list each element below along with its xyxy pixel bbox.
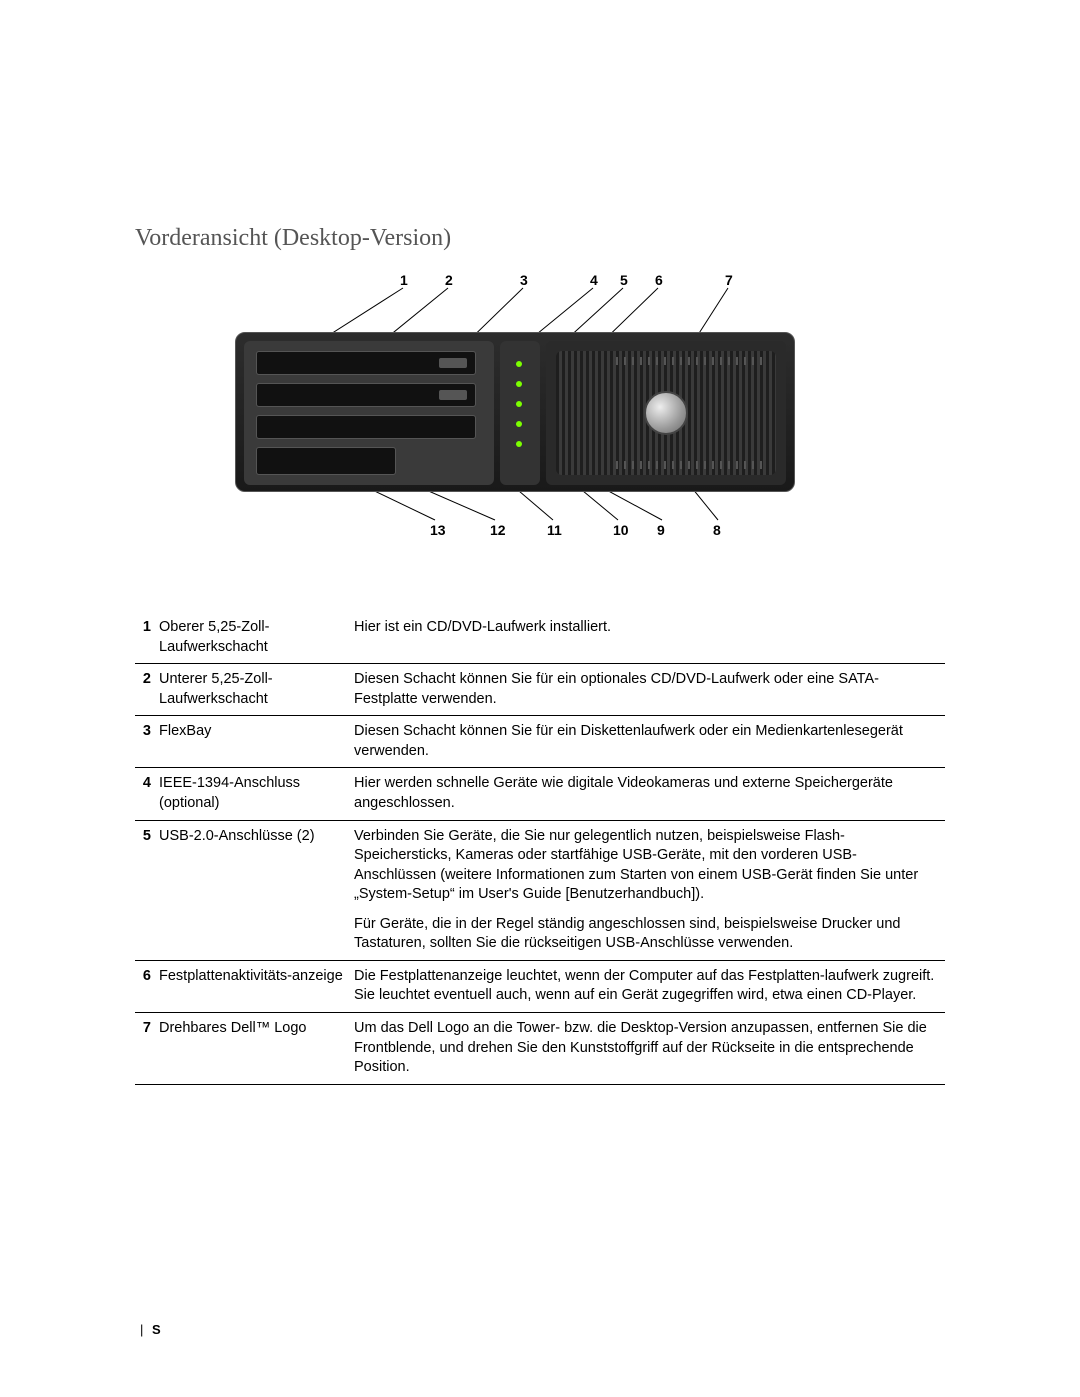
floppy-bay	[256, 447, 396, 475]
flexbay	[256, 415, 476, 439]
row-number: 3	[135, 716, 159, 768]
led-icon	[516, 441, 522, 447]
row-description: Um das Dell Logo an die Tower- bzw. die …	[354, 1013, 945, 1085]
table-row: 2Unterer 5,25-Zoll-LaufwerkschachtDiesen…	[135, 664, 945, 716]
row-label: Drehbares Dell™ Logo	[159, 1013, 354, 1085]
row-description: Diesen Schacht können Sie für ein Disket…	[354, 716, 945, 768]
upper-bay	[256, 351, 476, 375]
callout-number: 2	[445, 272, 453, 288]
callout-number: 5	[620, 272, 628, 288]
row-label: Unterer 5,25-Zoll-Laufwerkschacht	[159, 664, 354, 716]
callout-number: 1	[400, 272, 408, 288]
row-number: 6	[135, 960, 159, 1012]
callout-number: 10	[613, 522, 629, 538]
row-number: 2	[135, 664, 159, 716]
footer-text: S	[152, 1322, 161, 1337]
table-row: 3FlexBayDiesen Schacht können Sie für ei…	[135, 716, 945, 768]
callout-number: 8	[713, 522, 721, 538]
row-label: Festplattenaktivitäts-anzeige	[159, 960, 354, 1012]
callout-number: 11	[547, 522, 562, 538]
page-footer: | S	[135, 1322, 161, 1337]
row-number: 7	[135, 1013, 159, 1085]
row-description: Verbinden Sie Geräte, die Sie nur gelege…	[354, 820, 945, 960]
device-mid-panel	[500, 341, 540, 485]
callout-number: 4	[590, 272, 598, 288]
diagram: 1234567 1312111098	[135, 272, 945, 592]
device-left-panel	[244, 341, 494, 485]
row-description: Hier werden schnelle Geräte wie digitale…	[354, 768, 945, 820]
description-table: 1Oberer 5,25-Zoll-LaufwerkschachtHier is…	[135, 612, 945, 1085]
callout-number: 3	[520, 272, 528, 288]
row-description: Hier ist ein CD/DVD-Laufwerk installiert…	[354, 612, 945, 664]
row-number: 1	[135, 612, 159, 664]
table-row: 6Festplattenaktivitäts-anzeigeDie Festpl…	[135, 960, 945, 1012]
row-label: Oberer 5,25-Zoll-Laufwerkschacht	[159, 612, 354, 664]
row-label: USB-2.0-Anschlüsse (2)	[159, 820, 354, 960]
row-number: 4	[135, 768, 159, 820]
row-label: IEEE-1394-Anschluss (optional)	[159, 768, 354, 820]
table-row: 1Oberer 5,25-Zoll-LaufwerkschachtHier is…	[135, 612, 945, 664]
row-description: Diesen Schacht können Sie für ein option…	[354, 664, 945, 716]
callout-number: 13	[430, 522, 446, 538]
table-row: 7Drehbares Dell™ LogoUm das Dell Logo an…	[135, 1013, 945, 1085]
callout-number: 7	[725, 272, 733, 288]
callout-number: 9	[657, 522, 665, 538]
device-right-panel	[546, 341, 786, 485]
row-label: FlexBay	[159, 716, 354, 768]
device-front	[235, 332, 795, 492]
led-icon	[516, 401, 522, 407]
led-icon	[516, 421, 522, 427]
callout-number: 12	[490, 522, 506, 538]
table-row: 5USB-2.0-Anschlüsse (2)Verbinden Sie Ger…	[135, 820, 945, 960]
led-icon	[516, 381, 522, 387]
callout-number: 6	[655, 272, 663, 288]
led-icon	[516, 361, 522, 367]
section-title: Vorderansicht (Desktop-Version)	[135, 225, 945, 252]
power-button-icon	[644, 391, 688, 435]
table-row: 4IEEE-1394-Anschluss (optional)Hier werd…	[135, 768, 945, 820]
row-number: 5	[135, 820, 159, 960]
row-description: Die Festplattenanzeige leuchtet, wenn de…	[354, 960, 945, 1012]
lower-bay	[256, 383, 476, 407]
